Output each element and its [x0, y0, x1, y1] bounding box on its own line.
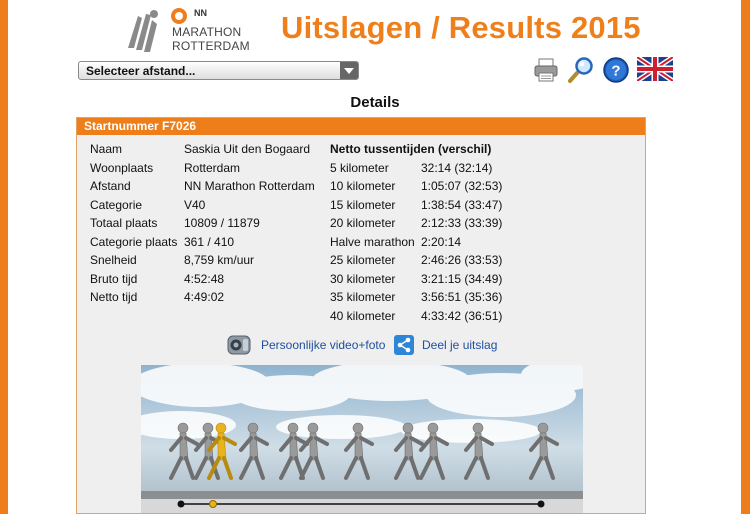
runner-crowd: [169, 422, 559, 480]
info-label: Categorie: [90, 197, 143, 212]
right-border: [741, 0, 750, 514]
split-value: 3:21:15 (34:49): [421, 271, 503, 286]
share-result-link[interactable]: Deel je uitslag: [422, 338, 498, 352]
split-label: 30 kilometer: [330, 271, 396, 286]
track-start-marker: [177, 500, 185, 508]
info-value: NN Marathon Rotterdam: [184, 179, 315, 193]
split-value: 1:38:54 (33:47): [421, 197, 503, 212]
split-label: 40 kilometer: [330, 308, 396, 323]
info-label: Naam: [90, 142, 123, 156]
runner-position-marker: [209, 500, 217, 508]
split-label: 35 kilometer: [330, 290, 396, 304]
split-label: 15 kilometer: [330, 197, 396, 212]
info-label: Categorie plaats: [90, 234, 178, 249]
split-label: 10 kilometer: [330, 179, 396, 193]
page-title: Uitslagen / Results 2015: [281, 10, 641, 45]
split-value: 2:20:14: [421, 234, 462, 249]
distance-select-value: Selecteer afstand...: [86, 64, 196, 78]
svg-text:?: ?: [611, 63, 620, 80]
logo-brand: NN: [194, 8, 207, 18]
info-value: 4:49:02: [184, 290, 225, 304]
info-label: Netto tijd: [90, 290, 138, 304]
info-value: 10809 / 11879: [184, 216, 260, 230]
help-icon[interactable]: ?: [602, 56, 630, 84]
info-label: Totaal plaats: [90, 216, 158, 230]
split-value: 2:46:26 (33:53): [421, 253, 503, 267]
logo-line1: MARATHON: [172, 25, 242, 39]
details-heading: Details: [350, 94, 400, 111]
split-value: 32:14 (32:14): [421, 160, 493, 175]
printer-icon[interactable]: [532, 56, 560, 84]
info-value: 8,759 km/uur: [184, 253, 255, 267]
chevron-down-icon[interactable]: [340, 62, 358, 79]
info-value: Rotterdam: [184, 160, 241, 175]
split-value: 4:33:42 (36:51): [421, 308, 503, 323]
info-value: 4:52:48: [184, 271, 225, 286]
uk-flag-icon[interactable]: [637, 57, 673, 81]
info-label: Afstand: [90, 179, 131, 193]
result-panel: Startnummer F7026 Naam Saskia Uit den Bo…: [76, 117, 646, 514]
info-value: V40: [184, 197, 206, 212]
personal-video-link[interactable]: Persoonlijke video+foto: [261, 338, 386, 352]
split-label: 20 kilometer: [330, 216, 396, 230]
info-label: Bruto tijd: [90, 271, 138, 286]
track-end-marker: [537, 500, 545, 508]
info-value: Saskia Uit den Bogaard: [184, 142, 311, 156]
distance-select[interactable]: Selecteer afstand...: [78, 61, 359, 80]
video-camera-icon[interactable]: [226, 333, 254, 357]
splits-heading: Netto tussentijden (verschil): [330, 142, 492, 156]
info-label: Snelheid: [90, 253, 137, 267]
split-value: 3:56:51 (35:36): [421, 290, 503, 304]
split-value: 2:12:33 (33:39): [421, 216, 503, 230]
split-value: 1:05:07 (32:53): [421, 179, 503, 193]
split-label: 25 kilometer: [330, 253, 396, 267]
left-border: [0, 0, 8, 514]
info-value: 361 / 410: [184, 234, 235, 249]
split-label: 5 kilometer: [330, 160, 389, 175]
split-label: Halve marathon: [330, 234, 415, 249]
search-icon[interactable]: [567, 56, 595, 84]
runner-position-banner: [141, 365, 583, 513]
start-number-header: Startnummer F7026: [77, 118, 645, 135]
info-label: Woonplaats: [90, 160, 154, 175]
marathon-logo: [128, 8, 187, 52]
logo-line2: ROTTERDAM: [172, 39, 250, 53]
share-icon[interactable]: [394, 335, 414, 355]
highlighted-runner: [207, 422, 237, 480]
